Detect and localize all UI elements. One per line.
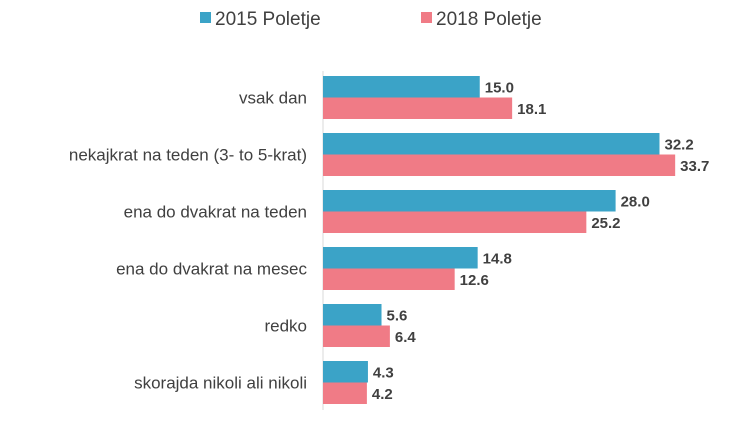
data-label-2: 25.2 [591, 215, 620, 232]
bar-1 [323, 361, 368, 383]
data-label-1: 5.6 [387, 307, 408, 324]
legend-swatch-1 [200, 12, 211, 23]
data-label-2: 33.7 [680, 158, 709, 175]
bar-2 [323, 382, 367, 404]
category-label: ena do dvakrat na mesec [116, 260, 307, 279]
category-label: skorajda nikoli ali nikoli [134, 374, 307, 393]
category-label: ena do dvakrat na teden [124, 203, 307, 222]
data-label-1: 32.2 [664, 136, 693, 153]
data-label-1: 15.0 [485, 79, 514, 96]
bar-2 [323, 268, 455, 290]
category-label: redko [264, 317, 307, 336]
category-labels: vsak dan nekajkrat na teden (3- to 5-krat… [69, 89, 308, 393]
legend-swatch-2 [421, 12, 432, 23]
bar-1 [323, 304, 382, 326]
data-label-2: 6.4 [395, 329, 417, 346]
legend-label-2: 2018 Poletje [436, 9, 542, 30]
data-label-1: 28.0 [621, 193, 650, 210]
legend-label-1: 2015 Poletje [215, 9, 321, 30]
data-labels: 15.018.1 32.2 33.7 28.025.2 14.8 12.6 5.6 6.4 4.… [372, 79, 709, 403]
bar-1 [323, 76, 480, 98]
category-label: vsak dan [239, 89, 307, 108]
category-label: nekajkrat na teden (3- to 5-krat) [69, 146, 307, 165]
bar-2 [323, 325, 390, 347]
data-label-1: 14.8 [483, 250, 512, 267]
data-label-2: 12.6 [460, 272, 489, 289]
bar-2 [323, 211, 587, 233]
bar-1 [323, 190, 616, 212]
chart-legend: 2015 Poletje 2018 Poletje [200, 9, 542, 30]
data-label-2: 4.2 [372, 386, 393, 403]
bars [323, 76, 676, 404]
bar-1 [323, 133, 660, 155]
data-label-1: 4.3 [373, 364, 394, 381]
bar-2 [323, 154, 676, 176]
bar-2 [323, 97, 513, 119]
data-label-2: 18.1 [517, 101, 546, 118]
bar-1 [323, 247, 478, 269]
